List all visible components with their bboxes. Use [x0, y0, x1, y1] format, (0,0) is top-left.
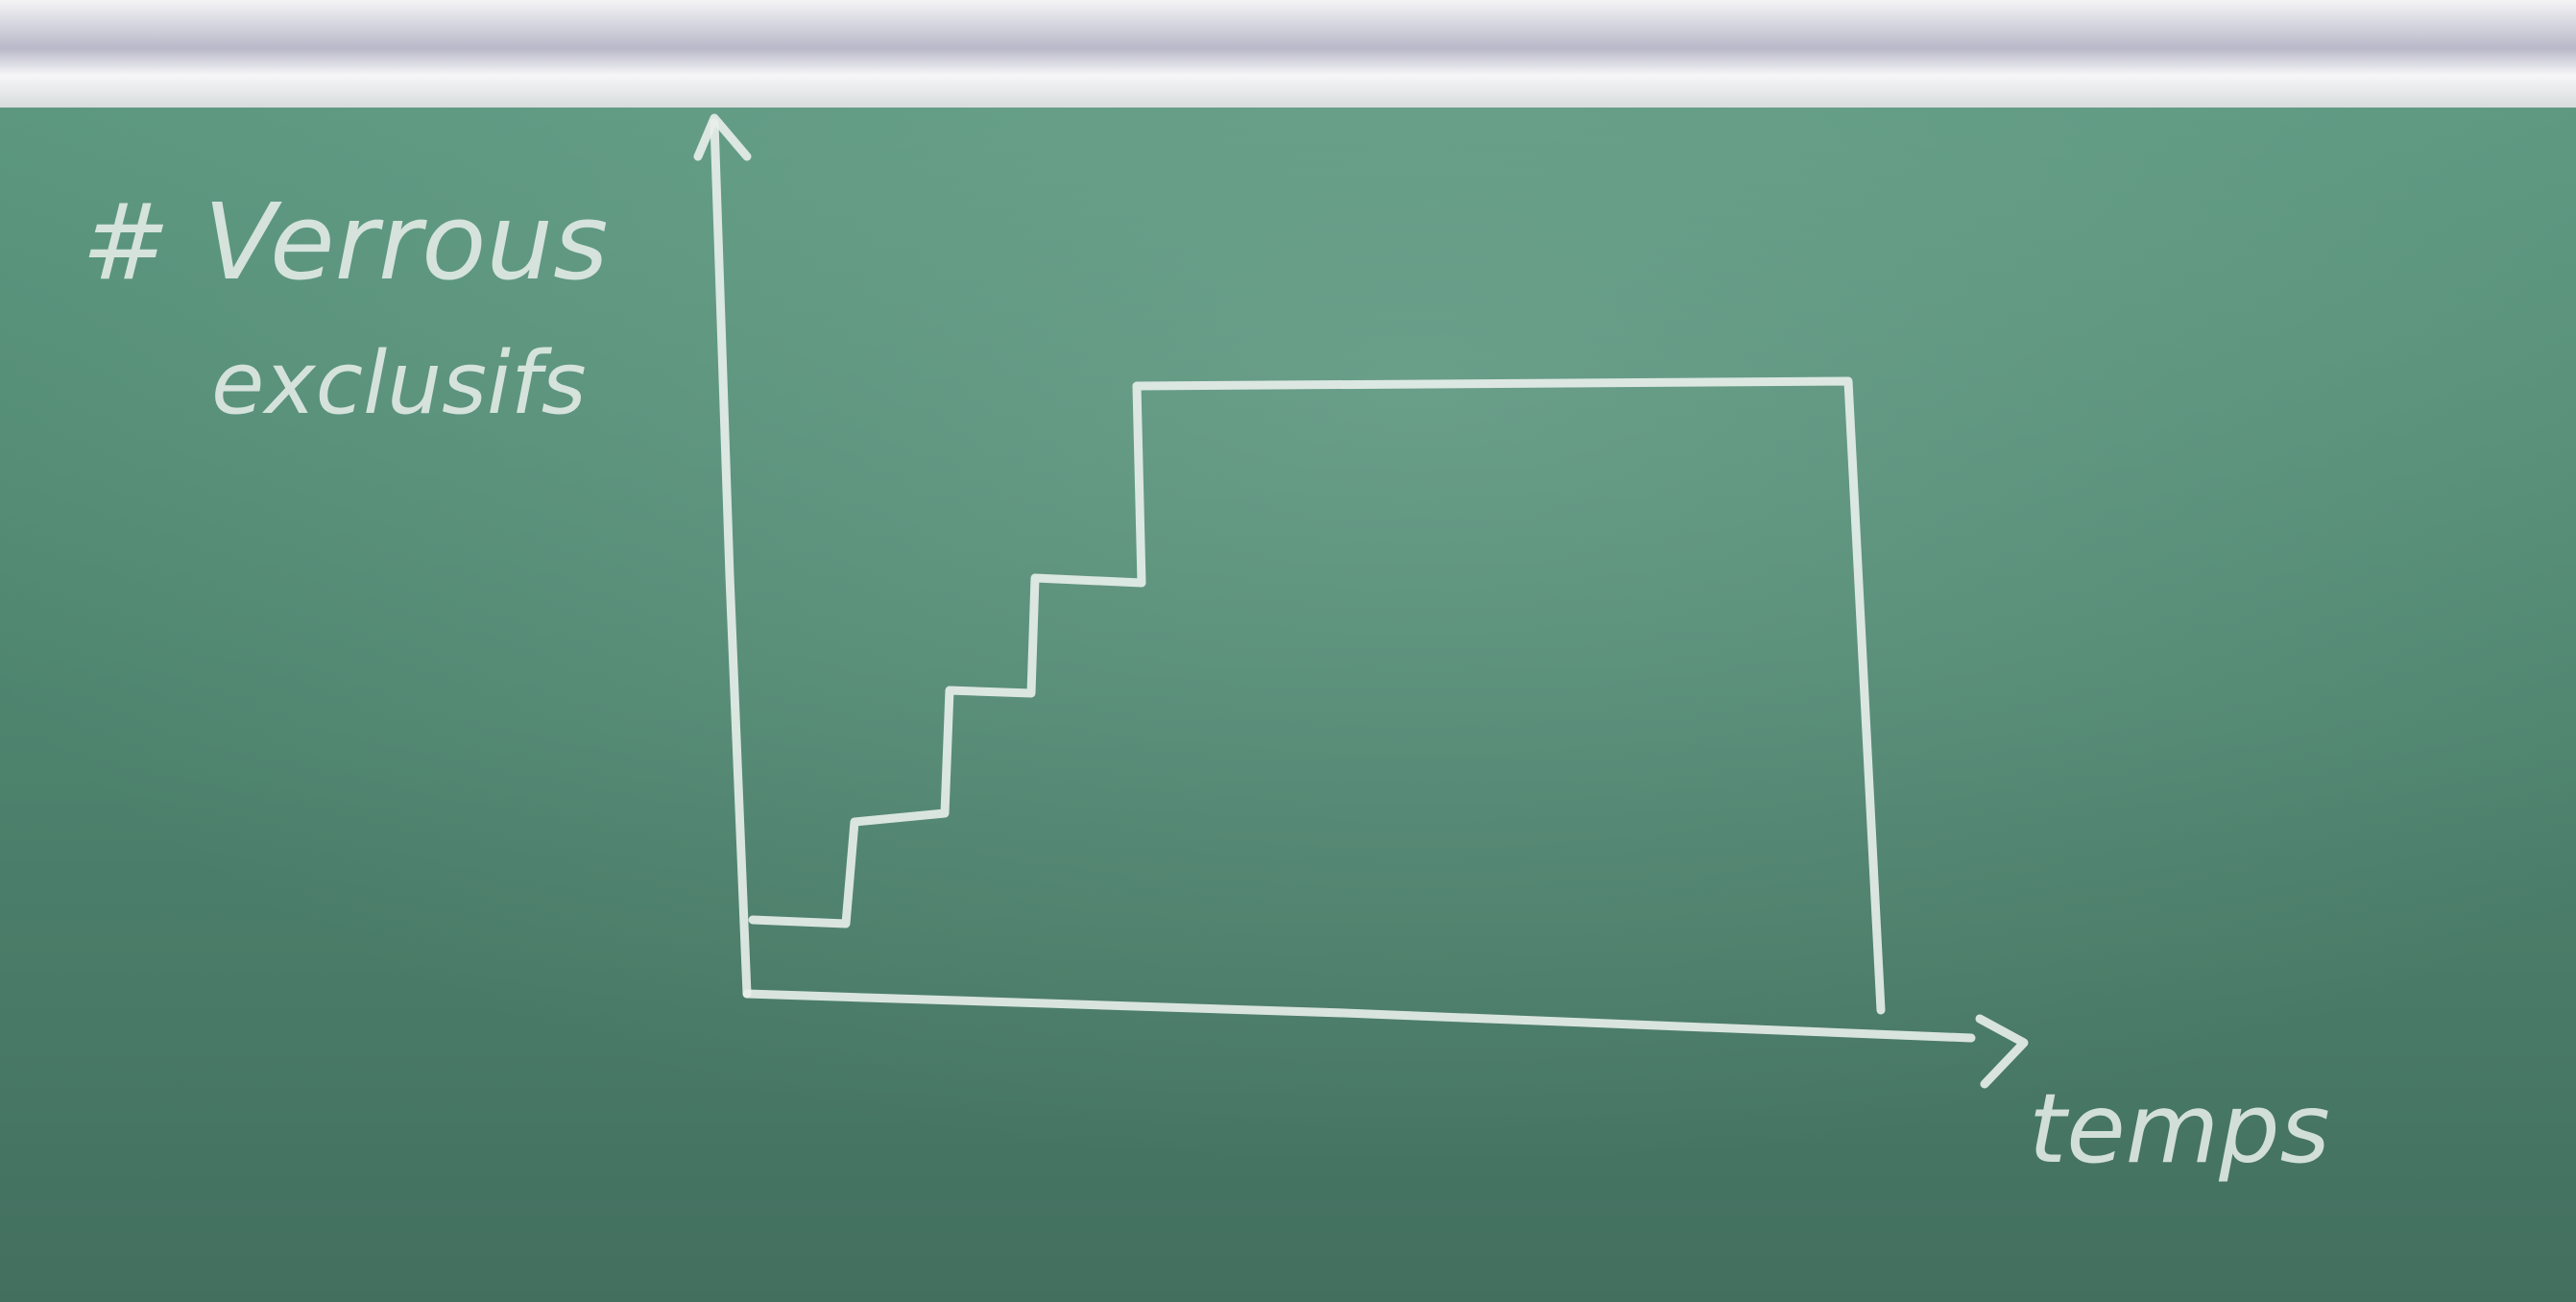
step-curve	[748, 376, 1886, 1015]
y-axis-arrow	[693, 113, 752, 161]
x-axis-arrow	[1975, 1014, 2029, 1089]
x-axis-label: temps	[2029, 1073, 2330, 1185]
note-line: exclusifs	[211, 333, 587, 434]
x-axis	[742, 989, 1976, 1043]
note-line: # Verrous	[82, 181, 608, 303]
y-axis	[710, 118, 752, 999]
board-frame	[0, 0, 2576, 108]
